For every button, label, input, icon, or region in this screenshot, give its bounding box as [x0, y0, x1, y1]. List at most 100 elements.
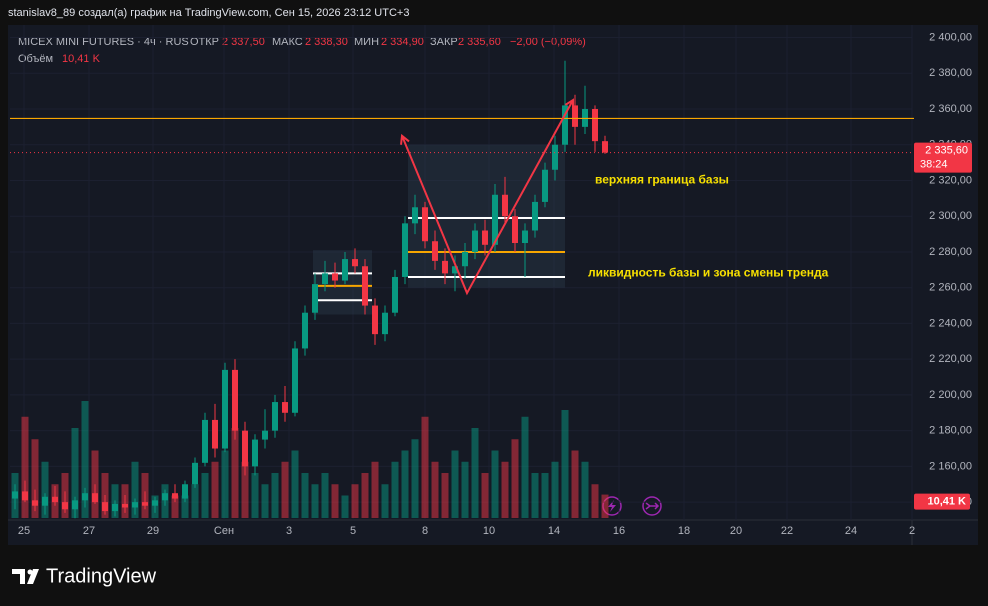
y-tick-label: 2 160,00	[929, 460, 972, 472]
candle-body	[452, 266, 458, 274]
candle-body	[162, 493, 168, 501]
legend-open-label: ОТКР	[190, 36, 219, 48]
last-volume-box	[914, 493, 970, 510]
x-tick-label: 24	[845, 525, 857, 537]
candle-body	[312, 284, 318, 313]
trend-arrow	[401, 99, 574, 296]
candle-body	[112, 503, 118, 512]
volume-bar	[291, 450, 299, 518]
header: stanislav8_89 создал(а) график на Tradin…	[8, 7, 409, 19]
volume-bar	[581, 461, 589, 518]
volume-bar	[301, 473, 309, 518]
y-tick-label: 2 280,00	[929, 246, 972, 258]
volume-bar	[201, 473, 209, 518]
icon-split[interactable]	[642, 496, 662, 516]
candle-body	[202, 419, 208, 463]
legend-symbol: MICEX MINI FUTURES · 4ч · RUS	[18, 36, 189, 48]
logo-text: TradingView	[46, 565, 157, 587]
candle-body	[222, 369, 228, 449]
candle-body	[32, 500, 38, 506]
candle-body	[82, 493, 88, 501]
volume-bar	[601, 494, 609, 518]
candle-body	[332, 273, 338, 281]
y-tick-label: 2 360,00	[929, 103, 972, 115]
x-tick-label: 2	[909, 525, 915, 537]
candle-body	[352, 259, 358, 267]
candle-body	[12, 491, 18, 499]
volume-bar	[21, 416, 29, 518]
volume-bar	[421, 416, 429, 518]
volume-bar	[231, 428, 239, 518]
candle-body	[402, 223, 408, 277]
volume-bar	[441, 473, 449, 518]
volume-bar	[501, 461, 509, 518]
volume-bar	[511, 439, 519, 518]
legend-volume: 10,41 K	[62, 53, 101, 65]
volume-bar	[431, 461, 439, 518]
candle-body	[252, 439, 258, 467]
x-tick-label: 8	[422, 525, 428, 537]
volume-bar	[341, 495, 349, 518]
candle-body	[442, 260, 448, 274]
candle-body	[372, 305, 378, 335]
x-tick-label: 14	[548, 525, 560, 537]
candle-body	[532, 201, 538, 231]
volume-bar	[131, 461, 139, 518]
candle-body	[62, 502, 68, 510]
x-tick-label: 22	[781, 525, 793, 537]
candle-body	[52, 496, 58, 503]
candle-body	[122, 503, 128, 508]
volume-bar	[181, 495, 189, 518]
volume-bar	[381, 484, 389, 518]
volume-bar	[241, 461, 249, 518]
last-volume-label: 10,41 K	[927, 495, 966, 507]
y-tick-label: 2 320,00	[929, 174, 972, 186]
volume-bar	[221, 450, 229, 518]
y-tick-label: 2 180,00	[929, 425, 972, 437]
last-price-label: 2 335,60	[925, 144, 968, 156]
volume-bar	[361, 473, 369, 518]
volume-bar	[451, 450, 459, 518]
volume-bar	[351, 484, 359, 518]
volume-bar	[551, 461, 559, 518]
candle-body	[92, 493, 98, 503]
volume-bar	[211, 461, 219, 518]
x-tick-label: 10	[483, 525, 495, 537]
legend-close-label: ЗАКР	[430, 36, 458, 48]
volume-bar	[561, 410, 569, 518]
candle-body	[22, 491, 28, 501]
volume-bar	[461, 461, 469, 518]
candle-body	[182, 484, 188, 499]
x-tick-label: 27	[83, 525, 95, 537]
y-tick-label: 2 300,00	[929, 210, 972, 222]
x-tick-label: 3	[286, 525, 292, 537]
volume-bar	[331, 484, 339, 518]
candle-body	[302, 312, 308, 349]
volume-bar	[411, 439, 419, 518]
candle-body	[282, 402, 288, 413]
x-tick-label: 18	[678, 525, 690, 537]
candle-body	[322, 273, 328, 285]
volume-bar	[251, 473, 259, 518]
candle-body	[572, 105, 578, 127]
candle-body	[422, 207, 428, 242]
candle-body	[232, 369, 238, 431]
x-tick-label: 5	[350, 525, 356, 537]
arrow-head	[400, 133, 410, 145]
volume-bar	[91, 450, 99, 518]
candle-body	[602, 141, 608, 153]
candle-body	[472, 230, 478, 252]
legend-high-label: МАКС	[272, 36, 303, 48]
volume-bar	[491, 450, 499, 518]
volume-bar	[171, 495, 179, 518]
candle-body	[142, 502, 148, 506]
y-tick-label: 2 260,00	[929, 282, 972, 294]
legend-change: −2,00 (−0,09%)	[510, 36, 586, 48]
volume-bar	[191, 484, 199, 518]
volume-bar	[391, 461, 399, 518]
volume-bar	[281, 461, 289, 518]
logo[interactable]: TradingView	[12, 565, 157, 587]
annotation: ликвидность базы и зона смены тренда	[588, 266, 829, 280]
candle-body	[172, 493, 178, 499]
legend-low-label: МИН	[354, 36, 379, 48]
